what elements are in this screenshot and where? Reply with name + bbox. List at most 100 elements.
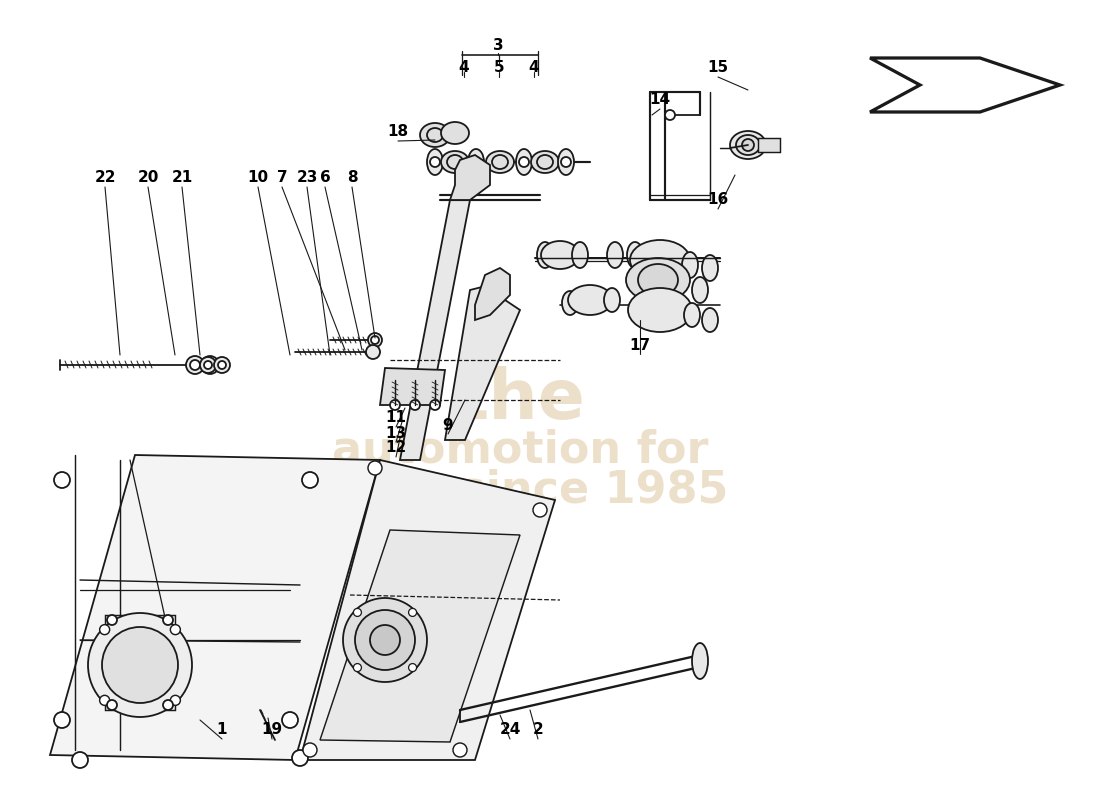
Circle shape: [302, 743, 317, 757]
Polygon shape: [446, 285, 520, 440]
Text: 11: 11: [385, 410, 407, 426]
Circle shape: [534, 503, 547, 517]
Polygon shape: [758, 138, 780, 152]
Polygon shape: [400, 200, 470, 460]
Ellipse shape: [468, 149, 484, 175]
Circle shape: [72, 752, 88, 768]
Circle shape: [107, 615, 117, 625]
Circle shape: [343, 598, 427, 682]
Circle shape: [190, 360, 200, 370]
Circle shape: [561, 157, 571, 167]
Circle shape: [163, 700, 173, 710]
Text: 6: 6: [320, 170, 330, 186]
Ellipse shape: [626, 258, 690, 302]
Circle shape: [371, 336, 380, 344]
Circle shape: [353, 609, 362, 617]
Ellipse shape: [568, 285, 612, 315]
Circle shape: [118, 641, 162, 685]
Circle shape: [368, 333, 382, 347]
Text: 20: 20: [138, 170, 158, 186]
Text: 2: 2: [532, 722, 543, 738]
Circle shape: [390, 400, 400, 410]
Circle shape: [54, 712, 70, 728]
Text: the: the: [455, 366, 585, 434]
Polygon shape: [379, 368, 446, 405]
Circle shape: [366, 345, 379, 359]
Circle shape: [471, 157, 481, 167]
Circle shape: [408, 609, 417, 617]
Circle shape: [107, 700, 117, 710]
Text: 9: 9: [442, 418, 453, 433]
Circle shape: [100, 625, 110, 634]
Circle shape: [666, 110, 675, 120]
Ellipse shape: [684, 303, 700, 327]
Text: 24: 24: [499, 722, 520, 738]
Ellipse shape: [692, 277, 708, 303]
Ellipse shape: [627, 242, 644, 268]
Polygon shape: [450, 155, 490, 200]
Circle shape: [408, 663, 417, 671]
Ellipse shape: [628, 288, 692, 332]
Text: 13: 13: [385, 426, 407, 441]
Circle shape: [163, 615, 173, 625]
Ellipse shape: [630, 240, 690, 280]
Circle shape: [54, 472, 70, 488]
Polygon shape: [475, 268, 510, 320]
Ellipse shape: [702, 255, 718, 281]
Circle shape: [410, 400, 420, 410]
Circle shape: [370, 625, 400, 655]
Ellipse shape: [692, 643, 708, 679]
Ellipse shape: [531, 151, 559, 173]
Text: 22: 22: [95, 170, 116, 186]
Circle shape: [205, 360, 214, 370]
Circle shape: [88, 613, 192, 717]
Circle shape: [104, 628, 175, 698]
Polygon shape: [50, 455, 380, 760]
Polygon shape: [870, 58, 1060, 112]
Circle shape: [302, 472, 318, 488]
Circle shape: [453, 743, 468, 757]
Ellipse shape: [572, 242, 588, 268]
Circle shape: [353, 663, 362, 671]
Ellipse shape: [420, 123, 450, 147]
Circle shape: [292, 750, 308, 766]
Text: 16: 16: [707, 193, 728, 207]
Circle shape: [100, 695, 110, 706]
Circle shape: [170, 695, 180, 706]
Text: 4: 4: [459, 61, 470, 75]
Ellipse shape: [682, 252, 698, 278]
Circle shape: [430, 157, 440, 167]
Ellipse shape: [441, 151, 469, 173]
Text: 15: 15: [707, 61, 728, 75]
Circle shape: [204, 361, 212, 369]
Text: 5: 5: [494, 61, 504, 75]
Circle shape: [282, 712, 298, 728]
Text: 23: 23: [296, 170, 318, 186]
Circle shape: [200, 357, 216, 373]
Ellipse shape: [607, 242, 623, 268]
Polygon shape: [300, 460, 556, 760]
Ellipse shape: [638, 264, 678, 296]
Circle shape: [430, 400, 440, 410]
Ellipse shape: [736, 135, 760, 155]
Text: parts since 1985: parts since 1985: [311, 469, 728, 511]
Ellipse shape: [537, 242, 553, 268]
Circle shape: [368, 461, 382, 475]
Ellipse shape: [730, 131, 766, 159]
Text: 14: 14: [649, 93, 671, 107]
Circle shape: [170, 625, 180, 634]
Circle shape: [742, 139, 754, 151]
Ellipse shape: [604, 288, 620, 312]
Text: 21: 21: [172, 170, 192, 186]
Text: automotion for: automotion for: [332, 429, 708, 471]
Circle shape: [186, 356, 204, 374]
Ellipse shape: [441, 122, 469, 144]
Circle shape: [201, 356, 219, 374]
Ellipse shape: [562, 291, 578, 315]
Text: 1: 1: [217, 722, 228, 738]
Circle shape: [519, 157, 529, 167]
Ellipse shape: [702, 308, 718, 332]
Circle shape: [218, 361, 226, 369]
Ellipse shape: [427, 149, 443, 175]
Circle shape: [355, 610, 415, 670]
